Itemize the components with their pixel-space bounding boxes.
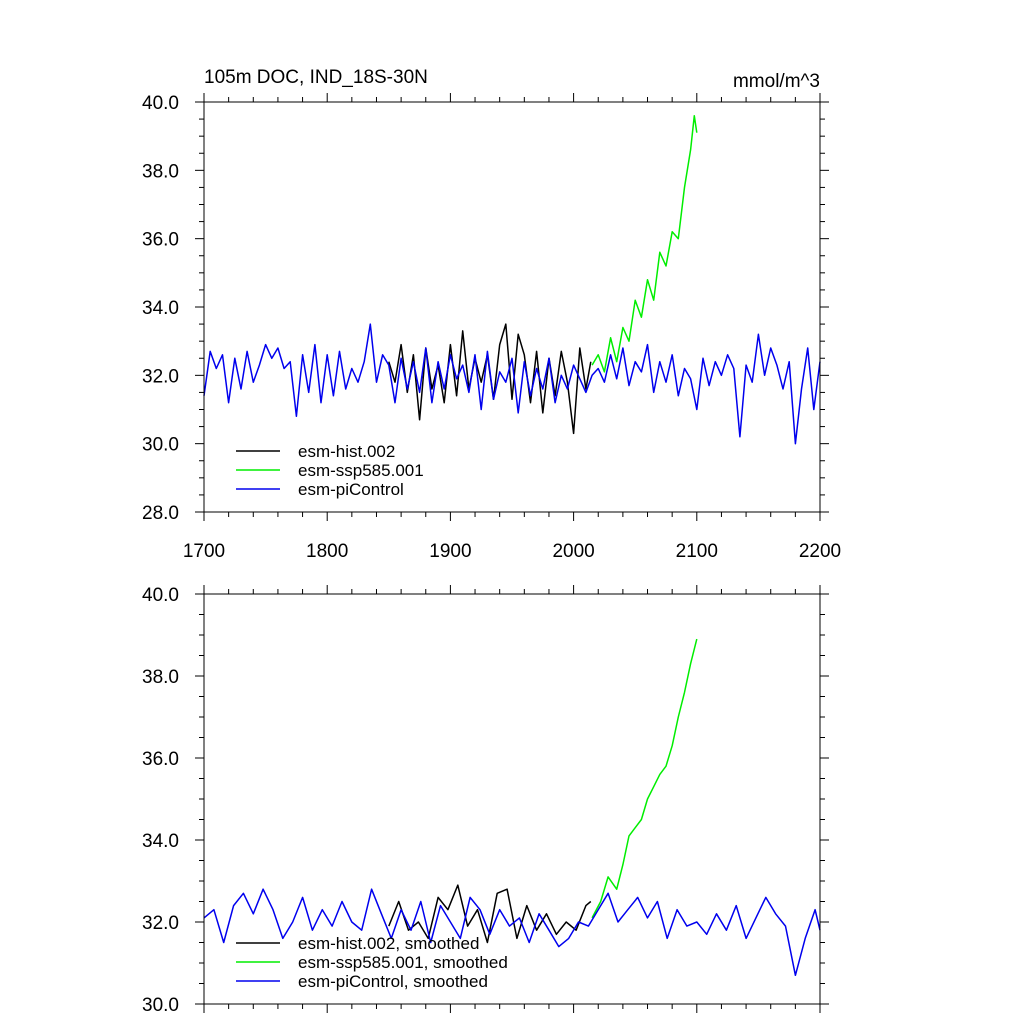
x-tick-label: 1700 — [183, 541, 225, 562]
series-line — [388, 884, 592, 944]
panel1-frame — [203, 101, 821, 513]
legend-label: esm-hist.002, smoothed — [298, 934, 479, 953]
series-line — [591, 114, 698, 373]
y-tick-label: 30.0 — [142, 435, 179, 456]
y-tick-label: 38.0 — [142, 161, 179, 182]
panel1-units: mmol/m^3 — [733, 71, 820, 92]
x-tick-label: 2100 — [676, 541, 718, 562]
series-line — [203, 888, 821, 977]
y-tick-label: 32.0 — [142, 913, 179, 934]
y-tick-label: 36.0 — [142, 230, 179, 251]
x-tick-label: 1900 — [429, 541, 471, 562]
panel1-tick-labels: 28.0 30.0 32.0 34.0 36.0 38.0 40.0 1700 1800 1900… — [142, 93, 841, 562]
x-tick-label: 1800 — [306, 541, 348, 562]
legend-label: esm-piControl — [298, 480, 404, 499]
y-tick-label: 40.0 — [142, 93, 179, 114]
panel2-frame — [203, 593, 821, 1005]
x-tick-label: 2000 — [552, 541, 594, 562]
y-tick-label: 34.0 — [142, 298, 179, 319]
panel2-ticks — [195, 585, 829, 1013]
y-tick-label: 32.0 — [142, 366, 179, 387]
legend-label: esm-ssp585.001 — [298, 461, 424, 480]
panel1-title: 105m DOC, IND_18S-30N — [204, 67, 428, 88]
panel2-tick-labels: 30.0 32.0 34.0 36.0 38.0 40.0 — [142, 585, 179, 1016]
legend-label: esm-hist.002 — [298, 442, 395, 461]
y-tick-label: 40.0 — [142, 585, 179, 606]
series-line — [203, 323, 821, 445]
y-tick-label: 38.0 — [142, 667, 179, 688]
y-tick-label: 30.0 — [142, 995, 179, 1016]
panel1-ticks — [195, 93, 829, 521]
legend-label: esm-piControl, smoothed — [298, 972, 488, 991]
panel2-series — [203, 638, 821, 977]
y-tick-label: 34.0 — [142, 831, 179, 852]
panel1-series — [203, 114, 821, 445]
y-tick-label: 36.0 — [142, 749, 179, 770]
legend-label: esm-ssp585.001, smoothed — [298, 953, 508, 972]
x-tick-label: 2200 — [799, 541, 841, 562]
series-line — [591, 638, 698, 919]
y-tick-label: 28.0 — [142, 503, 179, 524]
